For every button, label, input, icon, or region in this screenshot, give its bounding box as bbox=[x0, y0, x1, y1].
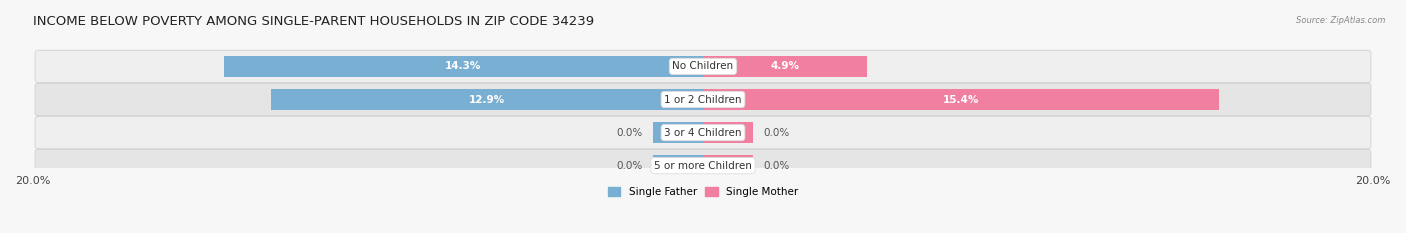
FancyBboxPatch shape bbox=[35, 116, 1371, 149]
Text: 0.0%: 0.0% bbox=[763, 161, 790, 171]
Text: 5 or more Children: 5 or more Children bbox=[654, 161, 752, 171]
FancyBboxPatch shape bbox=[35, 149, 1371, 182]
Bar bbox=[703, 155, 754, 176]
FancyBboxPatch shape bbox=[35, 83, 1371, 116]
Text: 0.0%: 0.0% bbox=[616, 128, 643, 137]
Text: 14.3%: 14.3% bbox=[446, 62, 481, 72]
Text: No Children: No Children bbox=[672, 62, 734, 72]
FancyBboxPatch shape bbox=[35, 50, 1371, 83]
Text: 12.9%: 12.9% bbox=[468, 95, 505, 104]
Text: 3 or 4 Children: 3 or 4 Children bbox=[664, 128, 742, 137]
Legend: Single Father, Single Mother: Single Father, Single Mother bbox=[603, 182, 803, 201]
Text: 0.0%: 0.0% bbox=[763, 128, 790, 137]
Text: 4.9%: 4.9% bbox=[770, 62, 800, 72]
Bar bbox=[703, 122, 754, 143]
Text: INCOME BELOW POVERTY AMONG SINGLE-PARENT HOUSEHOLDS IN ZIP CODE 34239: INCOME BELOW POVERTY AMONG SINGLE-PARENT… bbox=[32, 15, 593, 28]
Text: 15.4%: 15.4% bbox=[943, 95, 979, 104]
Text: 1 or 2 Children: 1 or 2 Children bbox=[664, 95, 742, 104]
Bar bbox=[652, 155, 703, 176]
Text: 0.0%: 0.0% bbox=[616, 161, 643, 171]
Bar bbox=[652, 122, 703, 143]
Bar bbox=[224, 56, 703, 77]
Bar bbox=[270, 89, 703, 110]
Text: Source: ZipAtlas.com: Source: ZipAtlas.com bbox=[1295, 16, 1385, 25]
Bar bbox=[703, 56, 868, 77]
Bar bbox=[703, 89, 1219, 110]
